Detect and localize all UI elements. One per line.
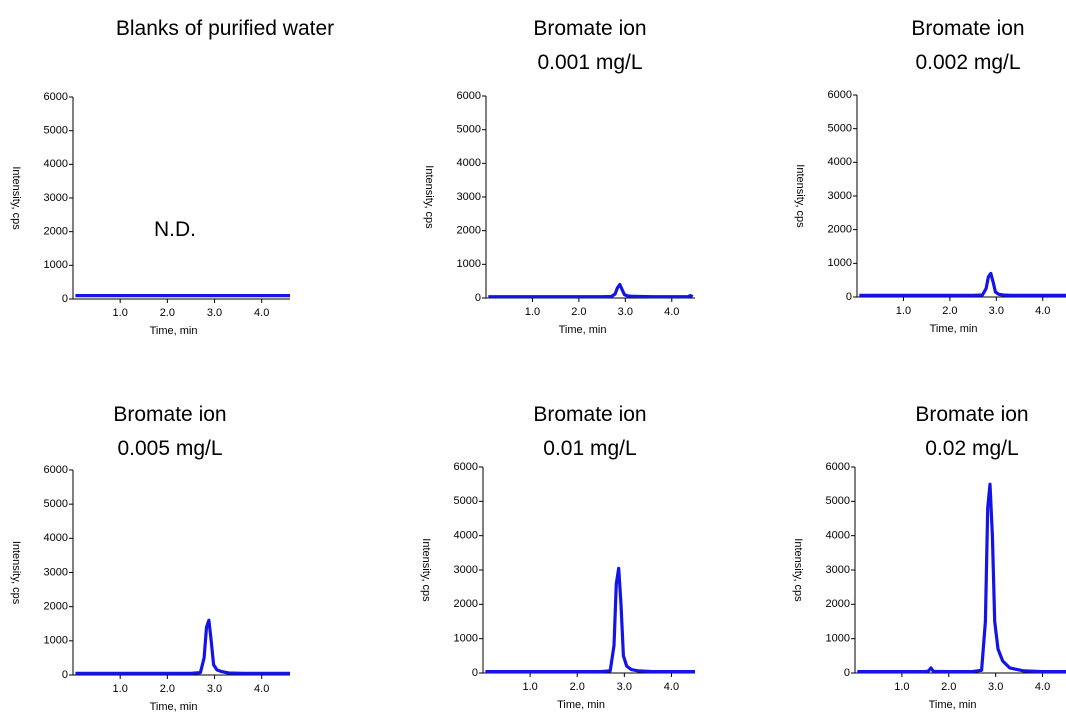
y-axis-label: Intensity, cps <box>794 164 806 228</box>
y-tick-label: 6000 <box>44 464 68 476</box>
y-tick-label: 0 <box>844 667 850 679</box>
y-tick-label: 1000 <box>454 633 478 645</box>
y-axis-label: Intensity, cps <box>423 165 435 229</box>
x-tick-label: 3.0 <box>988 681 1003 693</box>
y-tick-label: 0 <box>62 293 68 305</box>
x-tick-label: 4.0 <box>254 683 269 695</box>
chart-title: Bromate ion <box>915 403 1028 426</box>
chart-subtitle: 0.001 mg/L <box>537 51 642 74</box>
x-tick-label: 2.0 <box>160 307 175 319</box>
y-tick-label: 6000 <box>454 461 478 473</box>
x-tick-label: 2.0 <box>571 306 586 318</box>
x-tick-label: 1.0 <box>896 305 911 317</box>
annotation: N.D. <box>154 218 196 241</box>
y-tick-label: 6000 <box>828 89 852 101</box>
data-line <box>485 566 695 674</box>
y-tick-label: 0 <box>475 292 481 304</box>
data-line <box>75 618 290 675</box>
data-line <box>488 282 694 299</box>
y-axis-label: Intensity, cps <box>10 166 22 230</box>
y-tick-label: 3000 <box>44 192 68 204</box>
chart-subtitle: 0.01 mg/L <box>543 437 636 460</box>
chart-title: Blanks of purified water <box>116 17 334 40</box>
y-tick-label: 4000 <box>44 158 68 170</box>
x-tick-label: 2.0 <box>570 681 585 693</box>
y-tick-label: 1000 <box>828 257 852 269</box>
y-axis-label: Intensity, cps <box>10 541 22 605</box>
x-axis-label: Time, min <box>929 699 977 711</box>
y-tick-label: 6000 <box>457 90 481 102</box>
y-tick-label: 5000 <box>828 123 852 135</box>
x-axis-label: Time, min <box>150 701 198 713</box>
y-tick-label: 1000 <box>826 633 850 645</box>
y-tick-label: 2000 <box>44 226 68 238</box>
x-tick-label: 3.0 <box>207 307 222 319</box>
data-line <box>859 271 1066 297</box>
x-tick-label: 2.0 <box>942 305 957 317</box>
x-tick-label: 4.0 <box>664 306 679 318</box>
x-tick-label: 2.0 <box>160 683 175 695</box>
y-tick-label: 4000 <box>828 156 852 168</box>
x-tick-label: 4.0 <box>1035 305 1050 317</box>
y-tick-label: 4000 <box>44 532 68 544</box>
y-tick-label: 5000 <box>44 125 68 137</box>
y-tick-label: 5000 <box>44 498 68 510</box>
chart-title: Bromate ion <box>113 403 226 426</box>
data-line <box>857 482 1066 674</box>
x-tick-label: 4.0 <box>254 307 269 319</box>
x-tick-label: 4.0 <box>664 681 679 693</box>
x-tick-label: 3.0 <box>989 305 1004 317</box>
x-tick-label: 2.0 <box>941 681 956 693</box>
x-axis-label: Time, min <box>930 323 978 335</box>
chart-subtitle: 0.002 mg/L <box>915 51 1020 74</box>
y-tick-label: 5000 <box>826 495 850 507</box>
x-tick-label: 3.0 <box>618 306 633 318</box>
y-tick-label: 2000 <box>44 601 68 613</box>
y-tick-label: 2000 <box>826 598 850 610</box>
x-tick-label: 1.0 <box>113 307 128 319</box>
x-axis-label: Time, min <box>559 324 607 336</box>
chart-subtitle: 0.02 mg/L <box>925 437 1018 460</box>
y-tick-label: 6000 <box>826 461 850 473</box>
x-tick-label: 1.0 <box>894 681 909 693</box>
y-tick-label: 3000 <box>826 564 850 576</box>
x-axis-label: Time, min <box>557 699 605 711</box>
y-tick-label: 3000 <box>454 564 478 576</box>
y-tick-label: 2000 <box>828 224 852 236</box>
y-tick-label: 1000 <box>44 259 68 271</box>
y-tick-label: 2000 <box>454 598 478 610</box>
y-tick-label: 1000 <box>457 258 481 270</box>
y-axis-label: Intensity, cps <box>792 538 804 602</box>
chart-subtitle: 0.005 mg/L <box>117 437 222 460</box>
y-tick-label: 4000 <box>826 530 850 542</box>
y-tick-label: 3000 <box>457 191 481 203</box>
x-axis-label: Time, min <box>150 325 198 337</box>
y-tick-label: 0 <box>472 667 478 679</box>
x-tick-label: 1.0 <box>113 683 128 695</box>
y-tick-label: 5000 <box>457 124 481 136</box>
x-tick-label: 1.0 <box>525 306 540 318</box>
x-tick-label: 3.0 <box>207 683 222 695</box>
chart-title: Bromate ion <box>911 17 1024 40</box>
x-tick-label: 3.0 <box>617 681 632 693</box>
y-axis-label: Intensity, cps <box>420 538 432 602</box>
y-tick-label: 1000 <box>44 635 68 647</box>
y-tick-label: 5000 <box>454 495 478 507</box>
y-tick-label: 4000 <box>457 157 481 169</box>
x-tick-label: 4.0 <box>1035 681 1050 693</box>
x-tick-label: 1.0 <box>522 681 537 693</box>
y-tick-label: 3000 <box>828 190 852 202</box>
y-tick-label: 4000 <box>454 530 478 542</box>
y-tick-label: 0 <box>846 291 852 303</box>
chart-title: Bromate ion <box>533 403 646 426</box>
y-tick-label: 2000 <box>457 225 481 237</box>
chart-title: Bromate ion <box>533 17 646 40</box>
y-tick-label: 6000 <box>44 91 68 103</box>
y-tick-label: 3000 <box>44 566 68 578</box>
y-tick-label: 0 <box>62 669 68 681</box>
